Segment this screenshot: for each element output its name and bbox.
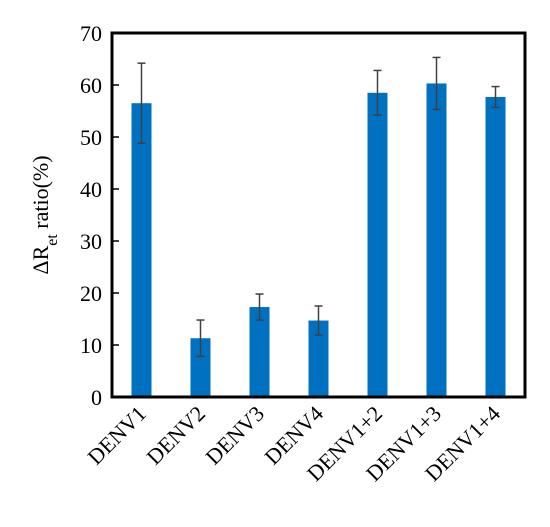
y-tick-label: 60	[80, 73, 102, 98]
bar	[485, 96, 506, 398]
bar	[367, 92, 388, 398]
bar	[131, 103, 152, 397]
bar	[426, 83, 447, 397]
y-tick-label: 10	[80, 333, 102, 358]
x-tick-label: DENV2	[141, 401, 210, 470]
bar	[308, 320, 329, 397]
y-axis-label: ΔRet ratio(%)	[28, 155, 61, 274]
y-label-part: ratio(%)	[28, 155, 53, 234]
plot-frame	[110, 31, 527, 399]
y-label-sub: et	[44, 234, 61, 246]
x-tick-label: DENV1	[82, 401, 151, 470]
y-tick-label: 0	[91, 385, 102, 410]
y-tick-label: 70	[80, 21, 102, 46]
y-tick-label: 30	[80, 229, 102, 254]
bar	[249, 307, 270, 397]
y-tick-label: 20	[80, 281, 102, 306]
y-label-part: ΔR	[28, 245, 53, 274]
y-tick-label: 50	[80, 125, 102, 150]
bar	[190, 338, 211, 397]
x-tick-label: DENV3	[200, 401, 269, 470]
y-tick-label: 40	[80, 177, 102, 202]
